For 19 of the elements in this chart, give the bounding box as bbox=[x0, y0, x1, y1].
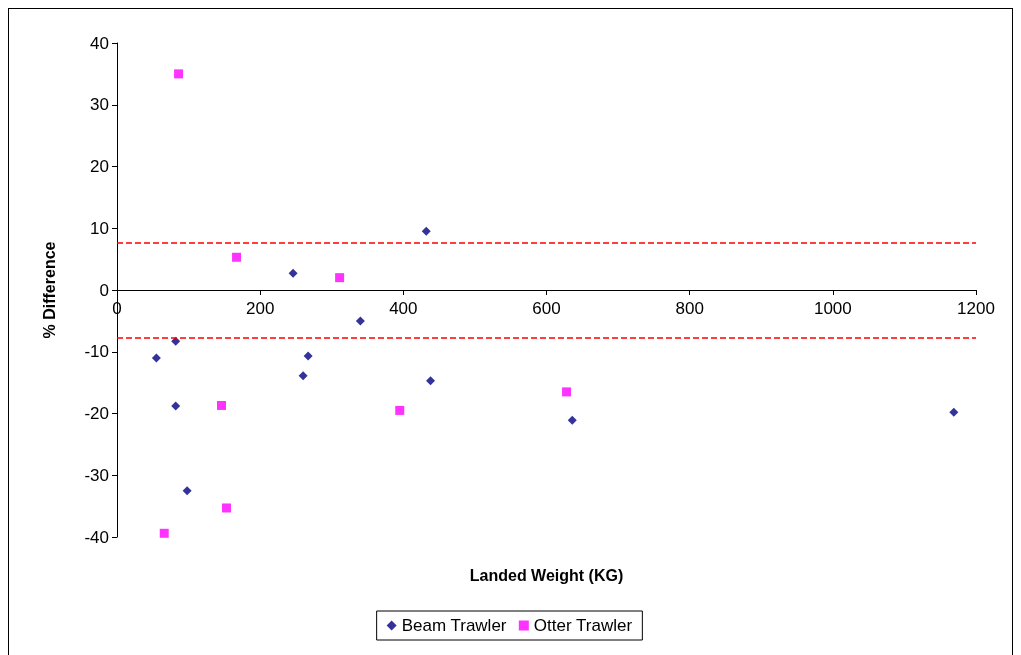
y-tick-label: -40 bbox=[84, 527, 109, 547]
x-tick-label: 1200 bbox=[957, 299, 995, 318]
y-axis-title: % Difference bbox=[40, 241, 58, 339]
x-tick-label: 200 bbox=[245, 299, 275, 318]
y-tick-label: -30 bbox=[84, 465, 109, 485]
x-tick-label: 1000 bbox=[813, 299, 852, 318]
y-tick-label: 20 bbox=[90, 157, 109, 176]
y-tick-label: -10 bbox=[84, 342, 109, 362]
y-tick-label: 40 bbox=[90, 33, 109, 53]
y-tick-label: 30 bbox=[90, 95, 109, 115]
x-tick-label: 800 bbox=[675, 299, 704, 318]
legend-label: Beam Trawler bbox=[401, 616, 507, 635]
y-tick-label: -20 bbox=[84, 404, 109, 423]
x-tick-label: 600 bbox=[532, 299, 561, 318]
legend-label: Otter Trawler bbox=[533, 616, 633, 635]
y-tick-label: 0 bbox=[99, 280, 109, 300]
x-tick-label: 400 bbox=[389, 299, 418, 318]
y-tick-label: 10 bbox=[90, 218, 109, 238]
x-axis-title: Landed Weight (KG) bbox=[469, 566, 624, 584]
